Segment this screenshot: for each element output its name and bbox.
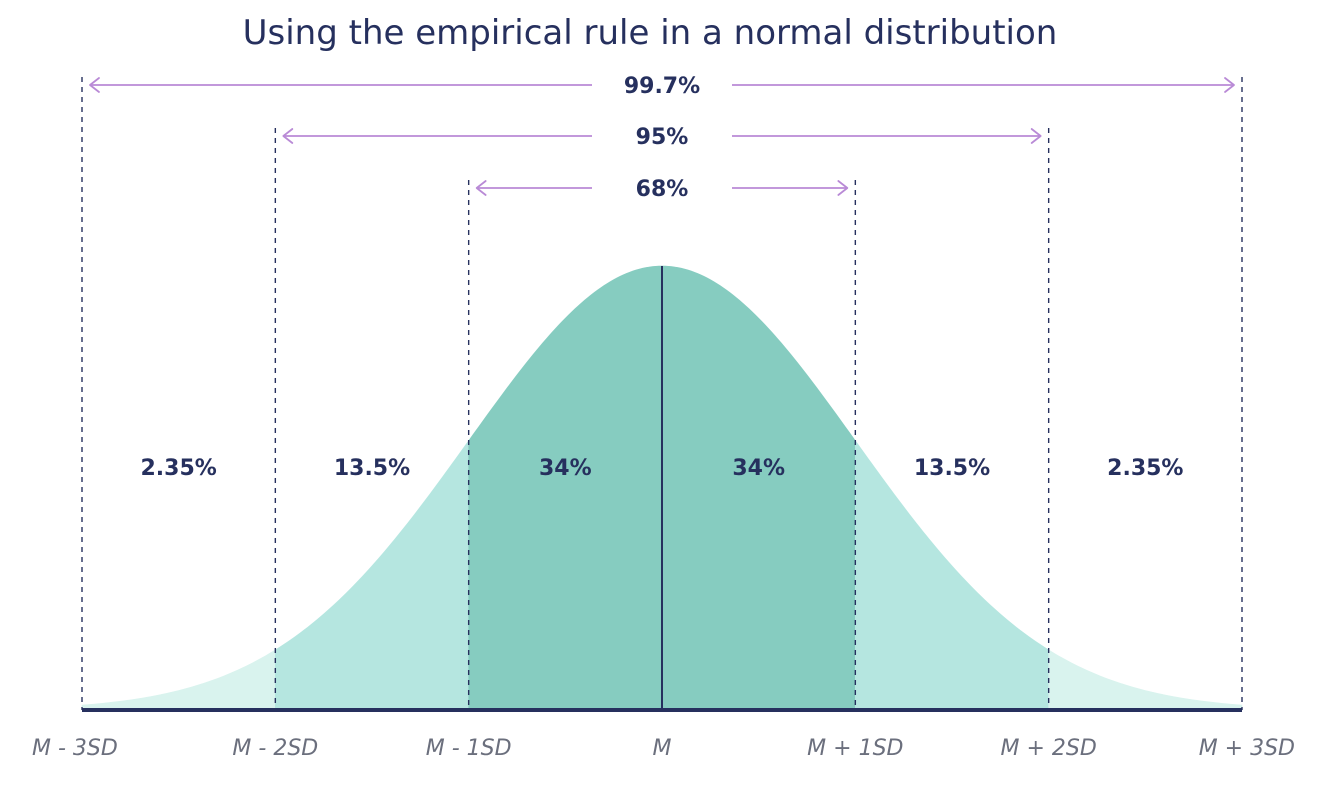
x-tick-label: M	[653, 736, 672, 761]
region-label-2: 13.5%	[334, 456, 410, 481]
area-region-6	[1048, 649, 1243, 711]
x-tick-label: M - 1SD	[426, 736, 512, 761]
x-tick-label: M - 2SD	[232, 736, 318, 761]
area-region-1	[81, 649, 276, 711]
arrowhead-left-icon	[282, 128, 294, 144]
chart-title: Using the empirical rule in a normal dis…	[243, 13, 1058, 53]
curve-areas	[81, 265, 1243, 711]
bracket-label: 95%	[636, 125, 689, 150]
arrowhead-right-icon	[1030, 128, 1042, 144]
region-labels: 2.35% 13.5% 34% 34% 13.5% 2.35%	[141, 456, 1184, 481]
bracket-2sd: 95%	[282, 125, 1042, 150]
area-region-2	[275, 439, 469, 711]
area-region-5	[855, 439, 1049, 711]
region-label-6: 2.35%	[1107, 456, 1183, 481]
bracket-1sd: 68%	[475, 177, 849, 202]
bracket-3sd: 99.7%	[89, 74, 1235, 99]
area-region-3	[468, 265, 663, 711]
region-label-4: 34%	[732, 456, 785, 481]
x-tick-label: M + 2SD	[1001, 736, 1097, 761]
bracket-label: 99.7%	[624, 74, 700, 99]
x-tick-label: M - 3SD	[32, 736, 118, 761]
arrowhead-left-icon	[475, 180, 487, 196]
arrowhead-left-icon	[89, 77, 100, 93]
sd-boundary-lines	[81, 77, 1243, 710]
region-label-1: 2.35%	[141, 456, 217, 481]
region-label-5: 13.5%	[914, 456, 990, 481]
bracket-label: 68%	[636, 177, 689, 202]
x-axis-ticks: M - 3SD M - 2SD M - 1SD M M + 1SD M + 2SD M + …	[32, 736, 1295, 761]
region-label-3: 34%	[539, 456, 592, 481]
area-region-4	[661, 265, 856, 711]
x-tick-label: M + 1SD	[807, 736, 903, 761]
arrowhead-right-icon	[837, 180, 849, 196]
x-tick-label: M + 3SD	[1199, 736, 1295, 761]
percentage-brackets: 99.7% 95% 68%	[89, 74, 1235, 202]
arrowhead-right-icon	[1224, 77, 1235, 93]
